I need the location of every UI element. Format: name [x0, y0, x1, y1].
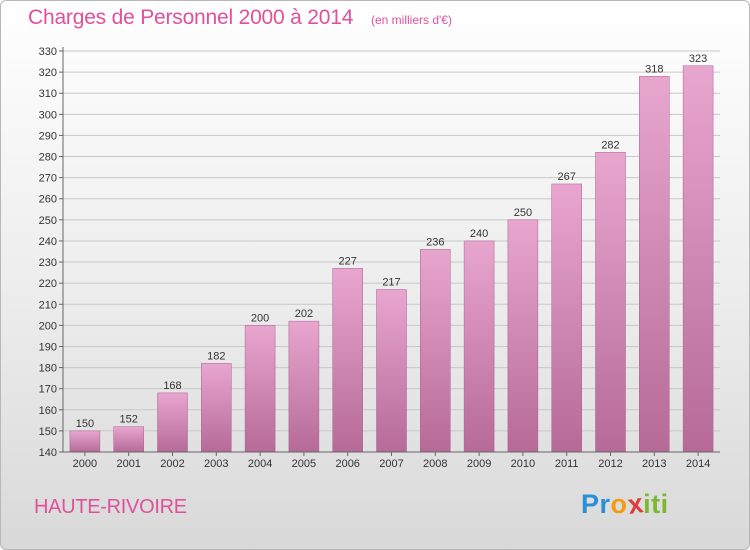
logo-letter: i	[643, 489, 652, 519]
x-tick-label: 2014	[686, 458, 710, 470]
chart-subtitle: (en milliers d'€)	[371, 13, 452, 27]
bar-2003	[201, 363, 232, 453]
y-tick-label: 240	[39, 236, 57, 248]
bar-value-label: 250	[514, 207, 532, 219]
y-tick-label: 180	[39, 363, 57, 375]
y-tick-label: 140	[39, 447, 57, 459]
logo-letter: P	[581, 489, 600, 519]
bar-value-label: 240	[470, 228, 488, 240]
y-tick-label: 220	[39, 278, 57, 290]
bar-value-label: 202	[295, 308, 313, 320]
logo-letter: o	[610, 489, 628, 519]
x-tick-label: 2003	[204, 458, 228, 470]
bar-2002	[157, 392, 188, 453]
bar-2011	[551, 183, 582, 453]
bar-2012	[595, 152, 626, 453]
bar-value-label: 282	[601, 139, 619, 151]
y-tick-label: 210	[39, 299, 57, 311]
bar-value-label: 227	[339, 255, 357, 267]
bar-value-label: 323	[689, 53, 707, 65]
bar-2005	[288, 320, 320, 453]
bar-2000	[69, 430, 101, 453]
logo-letter: r	[599, 489, 611, 519]
x-tick-label: 2010	[511, 458, 535, 470]
bar-2014	[682, 65, 714, 453]
y-tick-label: 230	[39, 257, 57, 269]
y-tick-label: 160	[39, 405, 57, 417]
bar-2009	[463, 240, 495, 453]
bar-value-label: 318	[645, 63, 663, 75]
logo-letter: t	[651, 489, 661, 519]
x-tick-label: 2009	[467, 458, 491, 470]
y-tick-label: 270	[39, 173, 57, 185]
y-tick-label: 310	[39, 88, 57, 100]
y-tick-label: 280	[39, 152, 57, 164]
y-tick-label: 260	[39, 194, 57, 206]
bar-value-label: 217	[382, 276, 400, 288]
bar-value-label: 236	[426, 236, 444, 248]
x-tick-label: 2013	[642, 458, 666, 470]
y-tick-label: 320	[39, 67, 57, 79]
bar-2007	[376, 289, 407, 453]
y-tick-label: 250	[39, 215, 57, 227]
x-tick-label: 2001	[116, 458, 140, 470]
bar-value-label: 267	[558, 171, 576, 183]
y-tick-label: 200	[39, 320, 57, 332]
y-tick-label: 190	[39, 341, 57, 353]
bar-2001	[113, 426, 144, 453]
bar-value-label: 182	[207, 350, 225, 362]
x-tick-label: 2005	[292, 458, 316, 470]
y-tick-label: 290	[39, 130, 57, 142]
x-tick-label: 2006	[335, 458, 359, 470]
x-tick-label: 2004	[248, 458, 272, 470]
x-tick-label: 2012	[598, 458, 622, 470]
x-tick-label: 2011	[555, 458, 579, 470]
y-tick-label: 150	[39, 426, 57, 438]
y-tick-label: 300	[39, 109, 57, 121]
chart-title: Charges de Personnel 2000 à 2014	[28, 6, 354, 29]
y-tick-label: 170	[39, 384, 57, 396]
x-tick-label: 2008	[423, 458, 447, 470]
bar-2004	[244, 325, 276, 453]
y-tick-label: 330	[39, 46, 57, 58]
bar-value-label: 168	[163, 380, 181, 392]
bar-2010	[507, 219, 539, 453]
commune-name: HAUTE-RIVOIRE	[34, 496, 187, 518]
bar-2006	[332, 268, 363, 453]
bar-value-label: 152	[120, 414, 138, 426]
x-tick-label: 2007	[379, 458, 403, 470]
bar-value-label: 150	[76, 418, 94, 430]
bar-value-label: 200	[251, 312, 269, 324]
logo-letter: i	[660, 489, 669, 519]
x-tick-label: 2000	[73, 458, 97, 470]
proxiti-logo[interactable]: Proxiti	[581, 488, 669, 520]
bar-2013	[639, 76, 670, 453]
x-tick-label: 2002	[160, 458, 184, 470]
bar-2008	[420, 249, 451, 453]
